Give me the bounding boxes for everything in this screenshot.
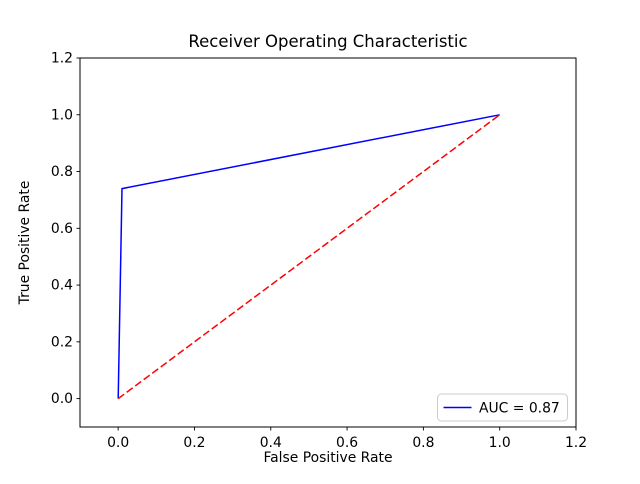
- roc-curve-line: [117, 114, 500, 399]
- x-axis-ticks: 0.0 0.2 0.4 0.6 0.8 1.0 1.2: [107, 427, 587, 451]
- y-tick-label: 0.6: [51, 221, 73, 237]
- x-tick-label: 0.2: [183, 435, 205, 451]
- x-tick-label: 0.0: [107, 435, 129, 451]
- x-tick-label: 0.8: [412, 435, 434, 451]
- y-tick-label: 1.0: [51, 107, 73, 123]
- x-axis-label: False Positive Rate: [263, 450, 392, 466]
- legend: AUC = 0.87: [437, 393, 568, 422]
- legend-box: [437, 393, 568, 422]
- y-tick-label: 0.0: [51, 391, 73, 407]
- x-tick-label: 1.0: [489, 435, 511, 451]
- y-tick-label: 0.8: [51, 164, 73, 180]
- y-tick-label: 0.2: [51, 334, 73, 350]
- x-tick-label: 1.2: [565, 435, 587, 451]
- y-tick-label: 0.4: [51, 278, 73, 294]
- legend-label: AUC = 0.87: [479, 401, 560, 417]
- chart-title: Receiver Operating Characteristic: [188, 32, 467, 51]
- y-tick-label: 1.2: [51, 51, 73, 67]
- x-tick-label: 0.6: [336, 435, 358, 451]
- chance-diagonal-line: [117, 114, 501, 400]
- y-axis-ticks: 0.0 0.2 0.4 0.6 0.8 1.0 1.2: [51, 51, 80, 407]
- plot-series: [117, 114, 501, 400]
- x-tick-label: 0.4: [260, 435, 282, 451]
- y-axis-label: True Positive Rate: [17, 181, 33, 306]
